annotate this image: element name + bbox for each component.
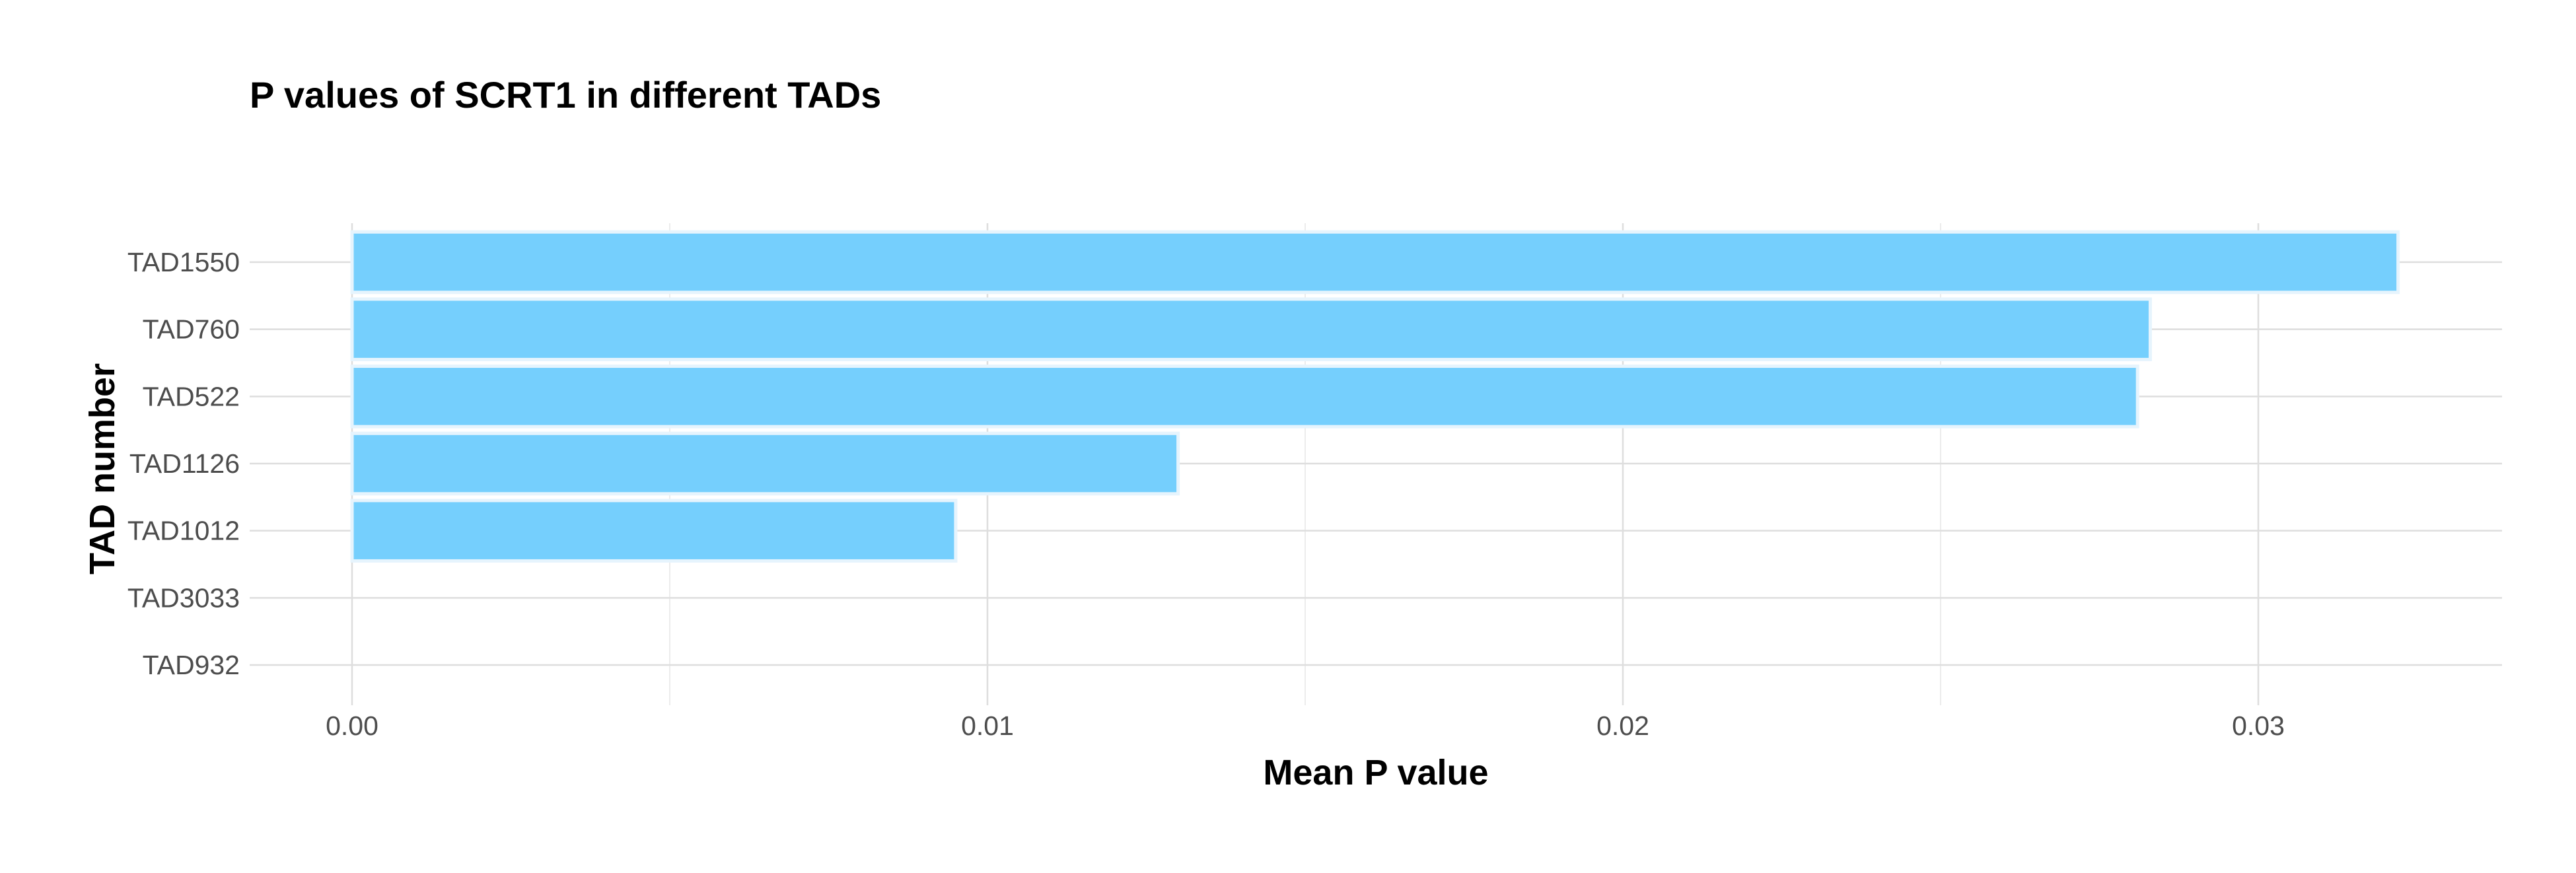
y-tick-labels: TAD1550 TAD760 TAD522 TAD1126 TAD1012 TAD3033… — [127, 247, 240, 680]
y-tick-label: TAD522 — [143, 381, 240, 411]
y-tick-label: TAD932 — [143, 650, 240, 680]
x-tick-label: 0.02 — [1596, 711, 1649, 741]
bar-tad1126 — [350, 431, 1180, 496]
bar-tad760 — [350, 297, 2152, 361]
y-tick-label: TAD3033 — [127, 582, 240, 613]
bar-tad1012 — [350, 499, 958, 563]
x-axis-title: Mean P value — [1263, 753, 1488, 792]
bar-tad1550 — [350, 230, 2400, 295]
y-tick-label: TAD760 — [143, 314, 240, 345]
y-tick-label: TAD1012 — [127, 516, 240, 546]
y-tick-label: TAD1126 — [129, 448, 240, 479]
x-tick-label: 0.03 — [2232, 711, 2285, 741]
x-tick-labels: 0.00 0.01 0.02 0.03 — [326, 711, 2285, 741]
chart-title: P values of SCRT1 in different TADs — [250, 74, 881, 116]
x-tick-label: 0.01 — [961, 711, 1014, 741]
y-axis-title: TAD number — [83, 363, 122, 575]
bars — [350, 230, 2400, 563]
x-tick-label: 0.00 — [326, 711, 378, 741]
y-tick-label: TAD1550 — [127, 247, 240, 277]
bar-tad522 — [350, 365, 2139, 429]
